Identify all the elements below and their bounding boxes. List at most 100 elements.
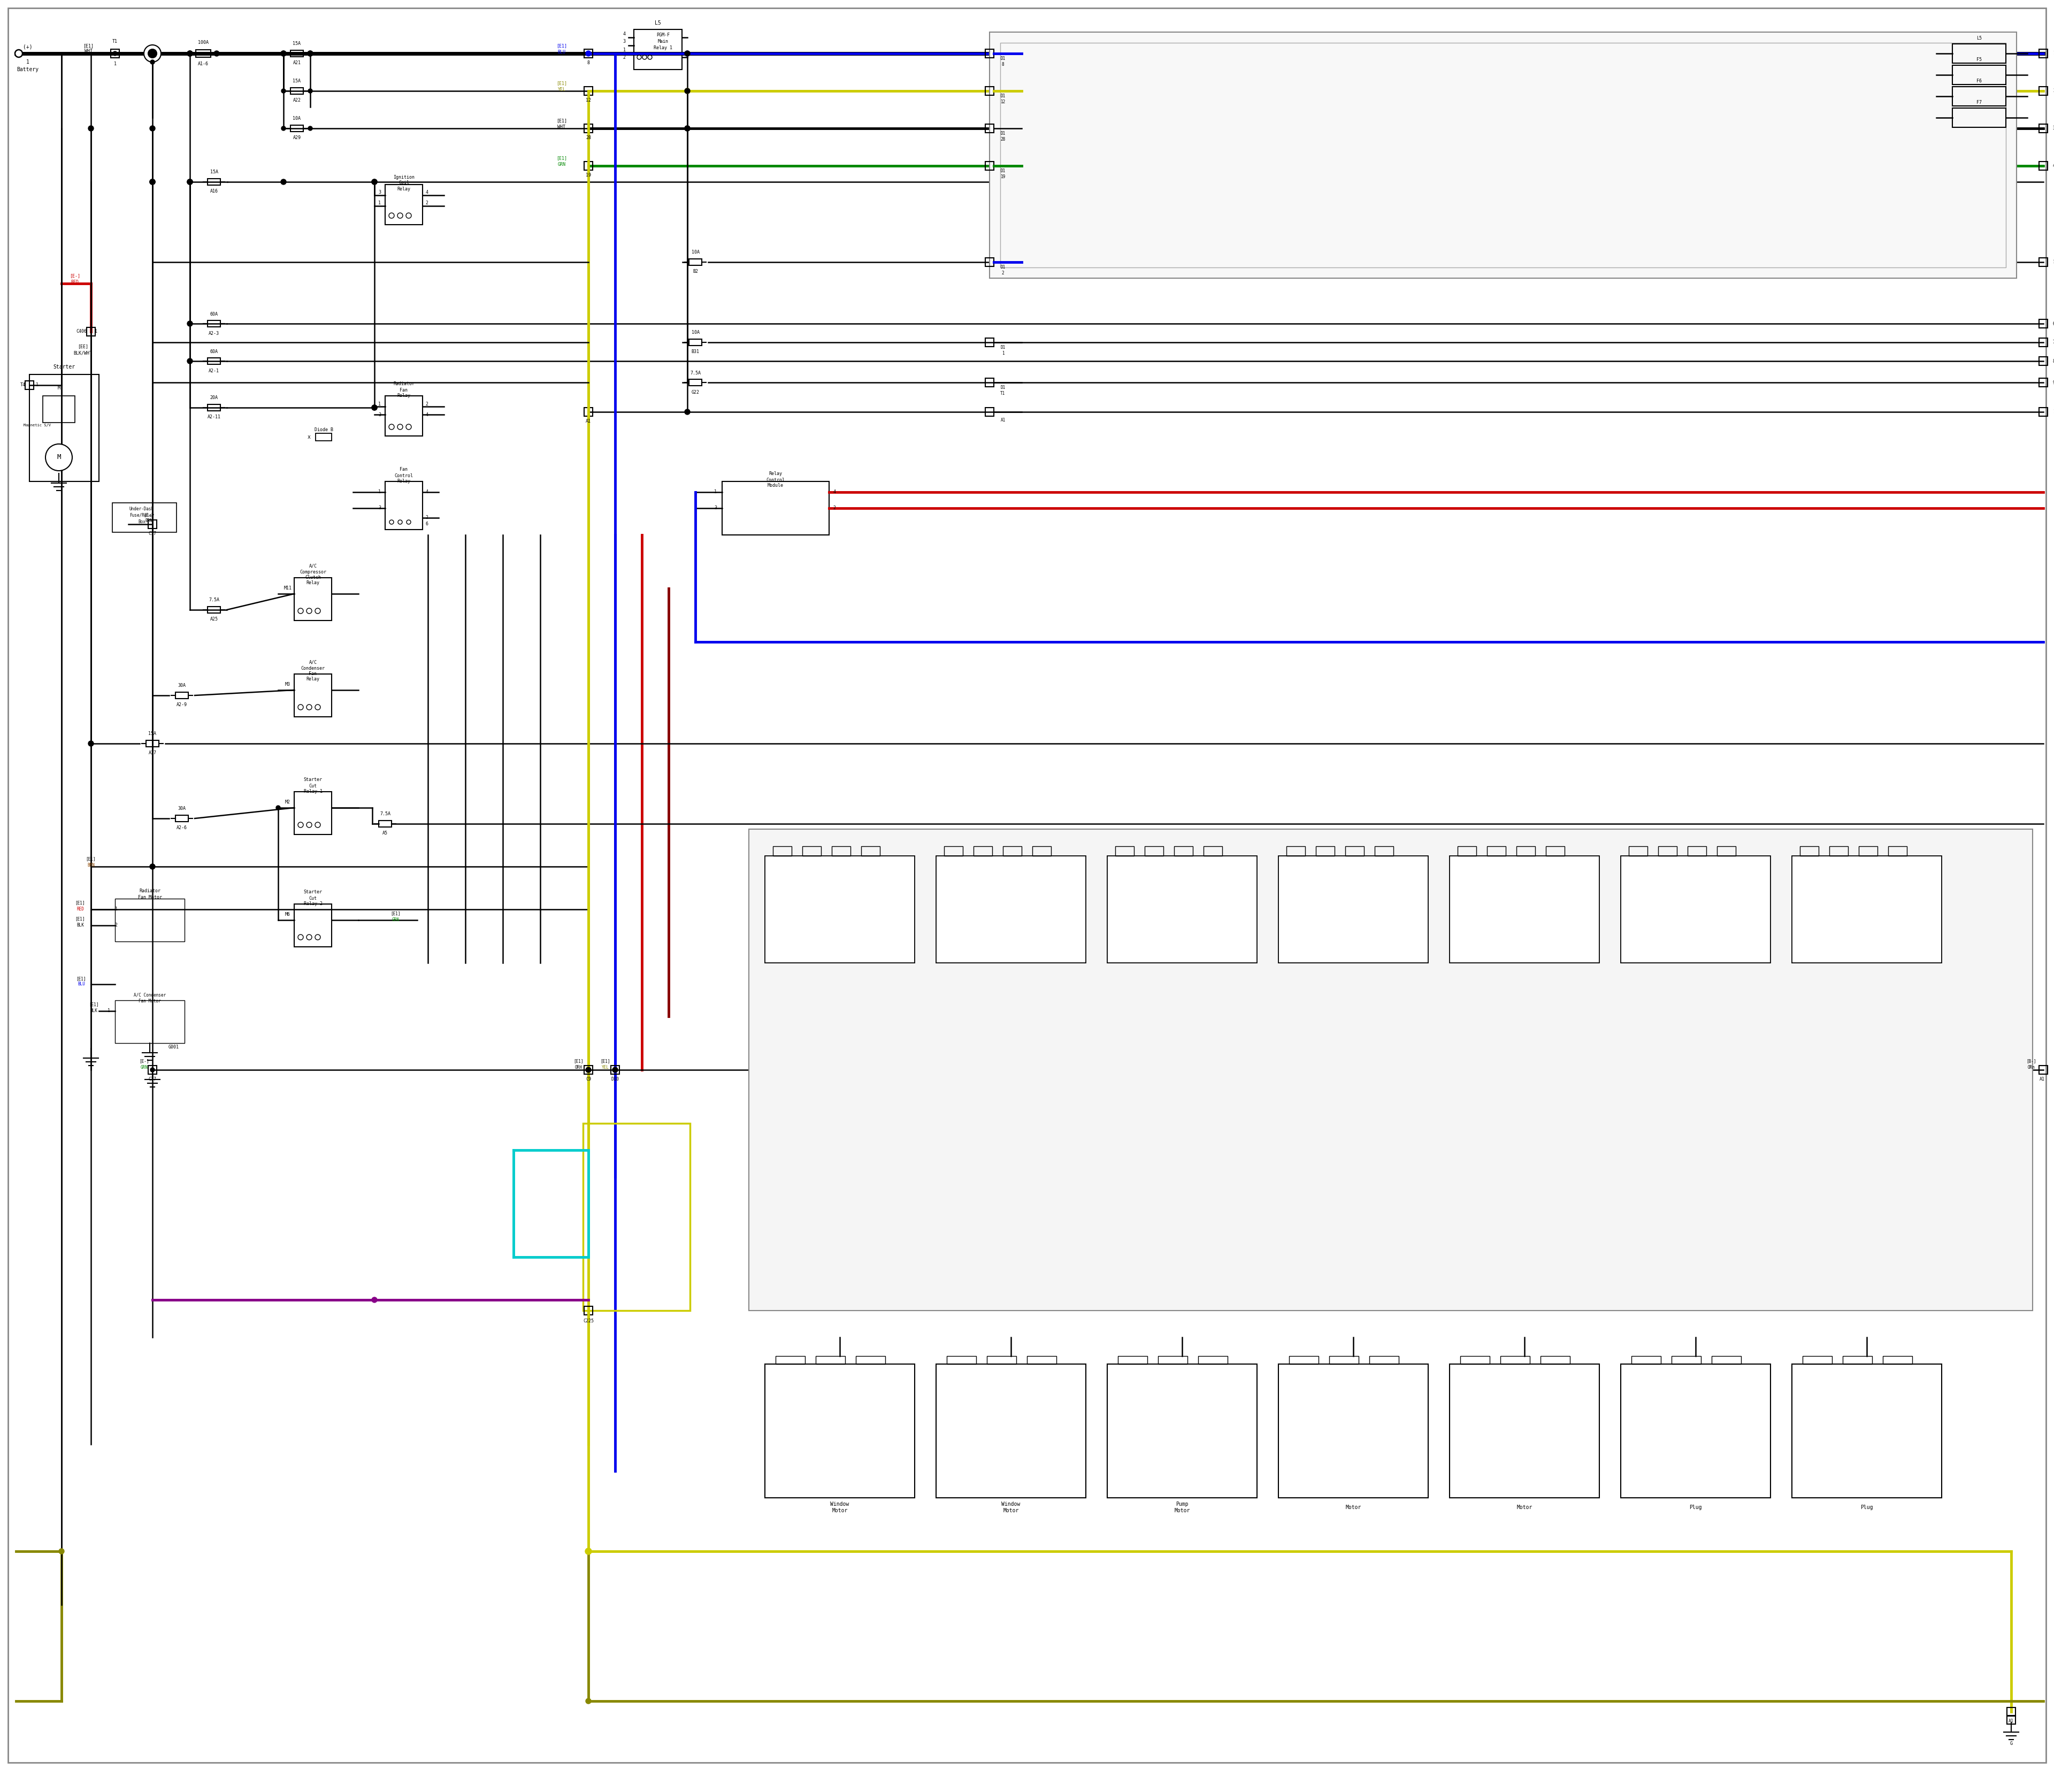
Bar — [115, 898, 185, 941]
Text: [E1]: [E1] — [76, 901, 84, 905]
Text: [E1]: [E1] — [573, 1059, 583, 1064]
Circle shape — [281, 90, 286, 93]
Bar — [832, 846, 850, 857]
Bar — [294, 792, 331, 835]
Text: 1: 1 — [37, 383, 39, 387]
Text: BLU: BLU — [78, 982, 84, 987]
Bar — [1033, 846, 1052, 857]
Bar — [1953, 86, 2007, 106]
Bar — [148, 520, 156, 529]
Text: Ignition: Ignition — [392, 174, 415, 179]
Text: [E1]: [E1] — [557, 81, 567, 86]
Text: 4: 4 — [425, 489, 427, 495]
Text: 100A: 100A — [197, 41, 210, 45]
Text: Plug: Plug — [1688, 1505, 1703, 1511]
Circle shape — [88, 740, 94, 745]
Text: D1
12: D1 12 — [1000, 93, 1004, 104]
Text: D1
19: D1 19 — [1000, 168, 1004, 179]
Bar — [294, 577, 331, 620]
Text: [E1]: [E1] — [557, 118, 567, 124]
Text: Relay: Relay — [306, 677, 320, 681]
Text: Under-Dash: Under-Dash — [129, 507, 154, 513]
Bar — [2040, 319, 2048, 328]
Bar — [1830, 846, 1849, 857]
Bar — [1144, 846, 1163, 857]
Bar — [1688, 846, 1707, 857]
Text: 10A: 10A — [692, 330, 698, 335]
Bar — [115, 1000, 185, 1043]
Text: G001: G001 — [168, 1045, 179, 1050]
Circle shape — [14, 50, 23, 57]
Bar — [772, 846, 791, 857]
Text: L5: L5 — [1976, 36, 1982, 41]
Text: 3: 3 — [715, 505, 717, 511]
Circle shape — [281, 50, 286, 56]
Bar — [514, 1150, 587, 1256]
Bar — [294, 903, 331, 946]
Bar — [583, 48, 594, 57]
Circle shape — [281, 125, 286, 131]
Text: G22: G22 — [692, 389, 698, 394]
Bar — [207, 321, 220, 326]
Bar — [945, 846, 963, 857]
Bar — [290, 88, 304, 95]
Bar — [583, 1066, 594, 1073]
Text: 3: 3 — [378, 412, 382, 418]
Bar — [1175, 846, 1193, 857]
Bar — [1278, 1364, 1428, 1498]
Text: 1: 1 — [94, 330, 99, 333]
Bar — [1197, 1357, 1228, 1364]
Bar — [1458, 846, 1477, 857]
Circle shape — [372, 179, 378, 185]
Circle shape — [150, 179, 156, 185]
Text: WHT: WHT — [84, 48, 92, 54]
Text: 1: 1 — [115, 907, 117, 912]
Text: Module: Module — [768, 484, 785, 487]
Bar — [986, 124, 994, 133]
Text: Fan: Fan — [401, 468, 409, 471]
Text: Window
Motor: Window Motor — [1002, 1502, 1021, 1512]
Circle shape — [585, 1068, 592, 1072]
Circle shape — [585, 50, 592, 56]
Circle shape — [150, 125, 156, 131]
Bar — [1859, 846, 1877, 857]
Text: M2: M2 — [286, 799, 290, 805]
Circle shape — [187, 50, 193, 56]
Bar — [1499, 1357, 1530, 1364]
Circle shape — [187, 321, 193, 326]
Circle shape — [684, 88, 690, 93]
Text: 10A: 10A — [294, 116, 300, 122]
Bar — [947, 1357, 976, 1364]
Text: 2: 2 — [425, 201, 427, 206]
Bar — [1547, 846, 1565, 857]
Text: 4: 4 — [834, 489, 836, 495]
Text: 19: 19 — [585, 174, 592, 177]
Text: A1-6: A1-6 — [197, 61, 210, 66]
Bar — [2040, 407, 2048, 416]
Bar — [2040, 258, 2048, 267]
Text: [E1]: [E1] — [88, 1002, 99, 1007]
Bar — [1799, 846, 1818, 857]
Bar — [1027, 1357, 1056, 1364]
Text: A2-6: A2-6 — [177, 826, 187, 830]
Text: C225: C225 — [583, 1319, 594, 1324]
Text: Relay: Relay — [306, 581, 320, 586]
Text: A1: A1 — [2040, 1077, 2046, 1082]
Text: T4: T4 — [21, 383, 25, 387]
Bar — [1884, 1357, 1912, 1364]
Bar — [43, 396, 74, 423]
Text: 15A: 15A — [294, 41, 300, 47]
Bar — [1107, 1364, 1257, 1498]
Bar — [378, 821, 392, 826]
Text: 60A: 60A — [210, 349, 218, 353]
Bar — [1286, 846, 1304, 857]
Text: A2-1: A2-1 — [210, 369, 220, 373]
Text: 4: 4 — [622, 30, 626, 36]
Bar — [1888, 846, 1906, 857]
Text: [EE]: [EE] — [78, 344, 88, 349]
Text: A25: A25 — [210, 616, 218, 622]
Text: BLU: BLU — [557, 50, 565, 54]
Text: Motor: Motor — [1345, 1505, 1362, 1511]
Bar — [583, 86, 594, 95]
Bar — [750, 830, 2033, 1310]
